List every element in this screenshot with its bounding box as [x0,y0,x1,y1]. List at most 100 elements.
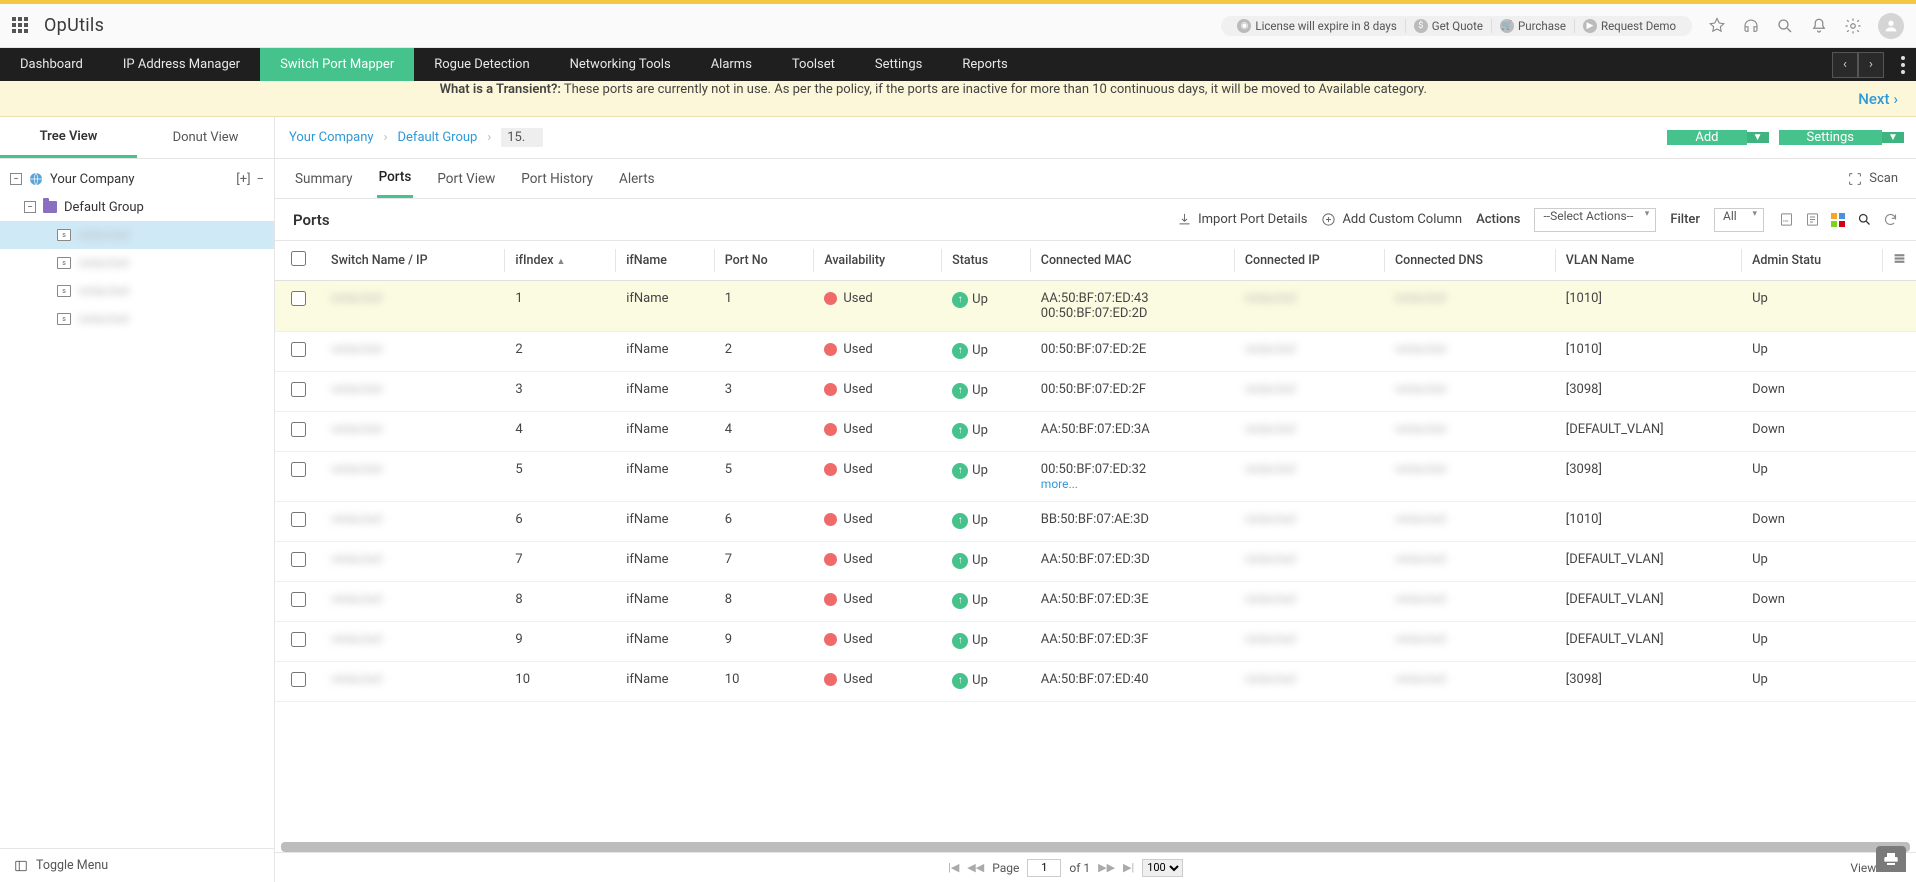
tree-group[interactable]: − Default Group [0,193,274,221]
nav-prev-button[interactable]: ‹ [1832,52,1858,78]
col-switch-name-ip[interactable]: Switch Name / IP [321,241,505,281]
ctab-port-history[interactable]: Port History [519,161,595,197]
tree-add-icon[interactable]: [+] [236,172,250,187]
get-quote-pill[interactable]: $Get Quote [1406,19,1492,33]
breadcrumb-company[interactable]: Your Company [289,130,374,145]
col-status[interactable]: Status [942,241,1031,281]
nav-settings[interactable]: Settings [855,48,942,81]
headset-icon[interactable] [1742,17,1760,35]
nav-reports[interactable]: Reports [942,48,1027,81]
export-pdf-icon[interactable] [1804,212,1820,228]
row-checkbox[interactable] [291,422,306,437]
rocket-icon[interactable] [1708,17,1726,35]
pager-prev-icon[interactable]: ◀◀ [967,861,984,874]
col-connected-mac[interactable]: Connected MAC [1031,241,1235,281]
pager-next-icon[interactable]: ▶▶ [1098,861,1115,874]
nav-kebab-menu[interactable] [1890,48,1916,81]
nav-dashboard[interactable]: Dashboard [0,48,103,81]
export-csv-icon[interactable]: csv [1778,212,1794,228]
pager-last-icon[interactable]: ▶| [1123,861,1134,874]
ports-table-wrap[interactable]: Switch Name / IPifIndex▲ifNamePort NoAva… [275,241,1916,842]
gear-icon[interactable] [1844,17,1862,35]
tab-donut-view[interactable]: Donut View [137,117,274,158]
col-port-no[interactable]: Port No [715,241,815,281]
request-demo-pill[interactable]: ▶Request Demo [1575,19,1684,33]
table-row[interactable]: redacted7ifName7Used↑UpAA:50:BF:07:ED:3D… [275,542,1916,582]
add-button[interactable]: Add▼ [1667,124,1768,152]
tab-tree-view[interactable]: Tree View [0,117,137,158]
actions-select[interactable]: --Select Actions-- [1534,208,1656,232]
user-avatar[interactable] [1878,13,1904,39]
nav-next-button[interactable]: › [1858,52,1884,78]
license-expire-pill[interactable]: ◉License will expire in 8 days [1229,19,1405,33]
apps-grid-icon[interactable] [12,17,30,35]
col-ifindex[interactable]: ifIndex▲ [505,241,616,281]
tree-switch-item[interactable]: sredacted [0,277,274,305]
tree-switch-item[interactable]: sredacted [0,221,274,249]
table-row[interactable]: redacted9ifName9Used↑UpAA:50:BF:07:ED:3F… [275,622,1916,662]
table-row[interactable]: redacted2ifName2Used↑Up00:50:BF:07:ED:2E… [275,332,1916,372]
table-row[interactable]: redacted6ifName6Used↑UpBB:50:BF:07:AE:3D… [275,502,1916,542]
filter-select[interactable]: All [1714,208,1764,232]
row-checkbox[interactable] [291,342,306,357]
col-connected-ip[interactable]: Connected IP [1235,241,1385,281]
table-row[interactable]: redacted4ifName4Used↑UpAA:50:BF:07:ED:3A… [275,412,1916,452]
more-link[interactable]: more... [1041,477,1225,491]
print-floating-button[interactable] [1876,846,1906,872]
refresh-icon[interactable] [1882,212,1898,228]
collapse-icon[interactable]: − [24,201,36,213]
select-all-checkbox[interactable] [291,251,306,266]
ctab-alerts[interactable]: Alerts [617,161,657,197]
nav-ip-address-manager[interactable]: IP Address Manager [103,48,260,81]
row-checkbox[interactable] [291,382,306,397]
search-table-icon[interactable] [1856,212,1872,228]
import-port-details-button[interactable]: Import Port Details [1177,212,1307,227]
settings-button[interactable]: Settings▼ [1779,124,1904,152]
tree-root[interactable]: − Your Company [+]− [0,165,274,193]
row-checkbox[interactable] [291,552,306,567]
ctab-port-view[interactable]: Port View [435,161,497,197]
breadcrumb-group[interactable]: Default Group [398,130,478,145]
pager-size-select[interactable]: 100 [1142,859,1183,877]
collapse-icon[interactable]: − [10,173,22,185]
row-checkbox[interactable] [291,672,306,687]
tree-switch-item[interactable]: sredacted [0,305,274,333]
nav-networking-tools[interactable]: Networking Tools [550,48,691,81]
col-availability[interactable]: Availability [814,241,942,281]
col-settings-icon[interactable] [1883,241,1916,281]
nav-toolset[interactable]: Toolset [772,48,855,81]
tree-remove-icon[interactable]: − [257,172,264,187]
bell-icon[interactable] [1810,17,1828,35]
ctab-summary[interactable]: Summary [293,161,355,197]
table-row[interactable]: redacted3ifName3Used↑Up00:50:BF:07:ED:2F… [275,372,1916,412]
banner-next-button[interactable]: Next › [1858,90,1898,108]
table-row[interactable]: redacted10ifName10Used↑UpAA:50:BF:07:ED:… [275,662,1916,702]
pager-page-input[interactable] [1027,859,1061,877]
horizontal-scrollbar[interactable] [281,842,1910,852]
table-row[interactable]: redacted5ifName5Used↑Up00:50:BF:07:ED:32… [275,452,1916,502]
ctab-ports[interactable]: Ports [377,159,414,198]
col-admin-statu[interactable]: Admin Statu [1742,241,1883,281]
cell-connected-ip: redacted [1235,332,1385,372]
col-connected-dns[interactable]: Connected DNS [1385,241,1556,281]
row-checkbox[interactable] [291,592,306,607]
purchase-pill[interactable]: 🛒Purchase [1492,19,1575,33]
row-checkbox[interactable] [291,632,306,647]
nav-alarms[interactable]: Alarms [691,48,772,81]
row-checkbox[interactable] [291,291,306,306]
table-row[interactable]: redacted8ifName8Used↑UpAA:50:BF:07:ED:3E… [275,582,1916,622]
toggle-menu-button[interactable]: Toggle Menu [0,848,274,882]
tree-switch-item[interactable]: sredacted [0,249,274,277]
color-grid-icon[interactable] [1830,212,1846,228]
col-ifname[interactable]: ifName [616,241,715,281]
pager-first-icon[interactable]: |◀ [948,861,959,874]
scan-button[interactable]: Scan [1847,171,1898,187]
col-vlan-name[interactable]: VLAN Name [1556,241,1742,281]
nav-switch-port-mapper[interactable]: Switch Port Mapper [260,48,414,81]
search-icon[interactable] [1776,17,1794,35]
row-checkbox[interactable] [291,462,306,477]
row-checkbox[interactable] [291,512,306,527]
add-custom-column-button[interactable]: Add Custom Column [1321,212,1462,227]
table-row[interactable]: redacted1ifName1Used↑UpAA:50:BF:07:ED:43… [275,281,1916,332]
nav-rogue-detection[interactable]: Rogue Detection [414,48,549,81]
